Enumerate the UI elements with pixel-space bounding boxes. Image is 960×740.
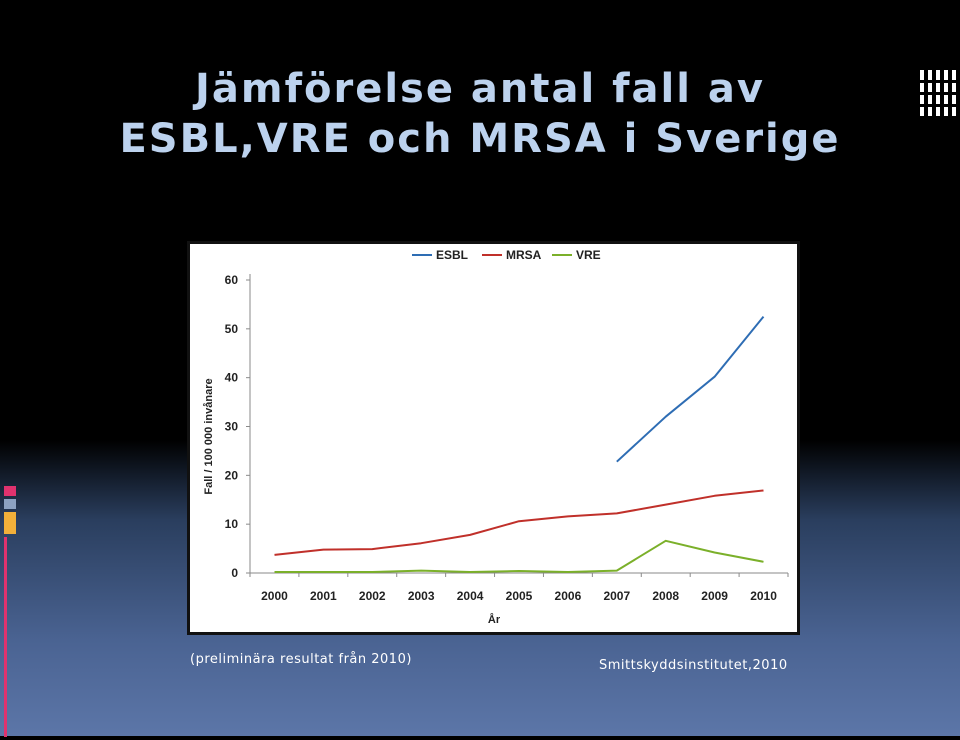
x-tick-label: 2000 bbox=[261, 589, 288, 603]
line-chart: 0 10 20 30 40 50 60 2000 2001 2002 2003 2004 2005 200… bbox=[203, 248, 789, 626]
x-tick-label: 2008 bbox=[652, 589, 679, 603]
y-tick-label: 0 bbox=[231, 566, 238, 580]
x-tick-label: 2001 bbox=[310, 589, 337, 603]
y-tick-label: 30 bbox=[225, 420, 239, 434]
series-line-mrsa bbox=[274, 489, 764, 556]
y-tick-label: 60 bbox=[225, 273, 239, 287]
y-tick-label: 50 bbox=[225, 322, 239, 336]
chart-panel: 0 10 20 30 40 50 60 2000 2001 2002 2003 2004 2005 200… bbox=[187, 241, 800, 635]
x-tick-label: 2010 bbox=[750, 589, 777, 603]
x-tick-label: 2002 bbox=[359, 589, 386, 603]
y-tick-label: 20 bbox=[225, 468, 239, 482]
x-tick-label: 2006 bbox=[555, 589, 582, 603]
caption-source: Smittskyddsinstitutet,2010 bbox=[599, 658, 788, 673]
x-axis-title: År bbox=[488, 613, 501, 626]
slide-title: Jämförelse antal fall av ESBL,VRE och MR… bbox=[0, 64, 960, 164]
caption-preliminary: (preliminära resultat från 2010) bbox=[190, 652, 412, 667]
x-tick-label: 2009 bbox=[701, 589, 728, 603]
slide-title-line1: Jämförelse antal fall av bbox=[195, 66, 765, 112]
slide-title-line2: ESBL,VRE och MRSA i Sverige bbox=[119, 116, 841, 162]
x-tick-label: 2007 bbox=[603, 589, 630, 603]
y-axis-title: Fall / 100 000 invånare bbox=[203, 378, 215, 494]
x-tick-label: 2003 bbox=[408, 589, 435, 603]
legend-label-mrsa: MRSA bbox=[506, 248, 542, 262]
series-line-vre bbox=[274, 539, 764, 573]
corner-decoration-icon bbox=[920, 70, 960, 116]
legend-label-vre: VRE bbox=[576, 248, 601, 262]
legend-label-esbl: ESBL bbox=[436, 248, 468, 262]
y-tick-label: 10 bbox=[225, 517, 239, 531]
y-tick-label: 40 bbox=[225, 371, 239, 385]
x-tick-label: 2005 bbox=[506, 589, 533, 603]
series-line-esbl bbox=[616, 315, 765, 463]
x-tick-label: 2004 bbox=[457, 589, 484, 603]
left-decoration bbox=[4, 486, 16, 740]
